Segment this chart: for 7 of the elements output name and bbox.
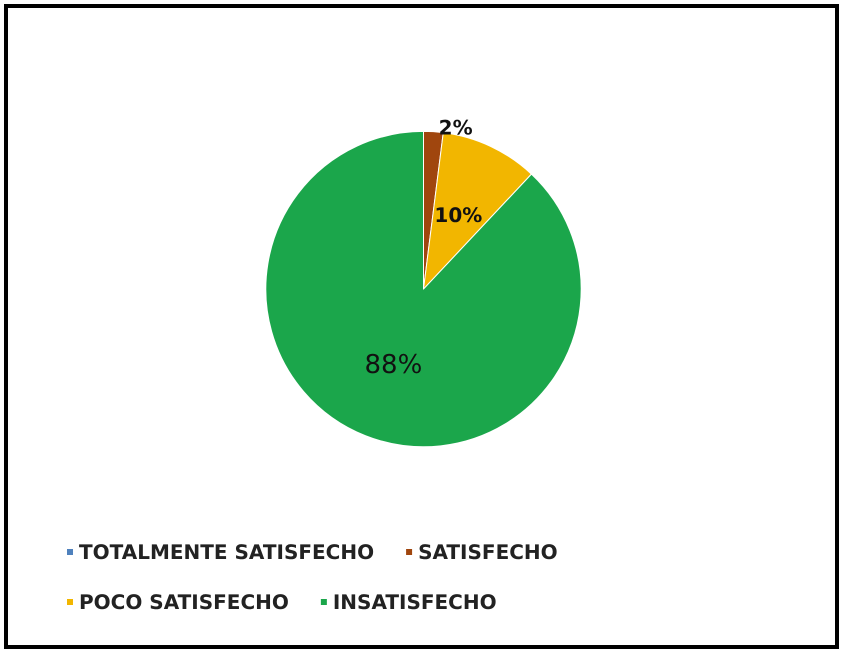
legend-label: SATISFECHO [418,540,558,564]
legend-label: POCO SATISFECHO [79,590,289,614]
data-label: 88% [364,350,422,380]
data-label: 2% [438,116,473,140]
data-label: 10% [434,203,482,228]
legend-label: INSATISFECHO [332,590,497,614]
legend-label: TOTALMENTE SATISFECHO [79,540,374,564]
